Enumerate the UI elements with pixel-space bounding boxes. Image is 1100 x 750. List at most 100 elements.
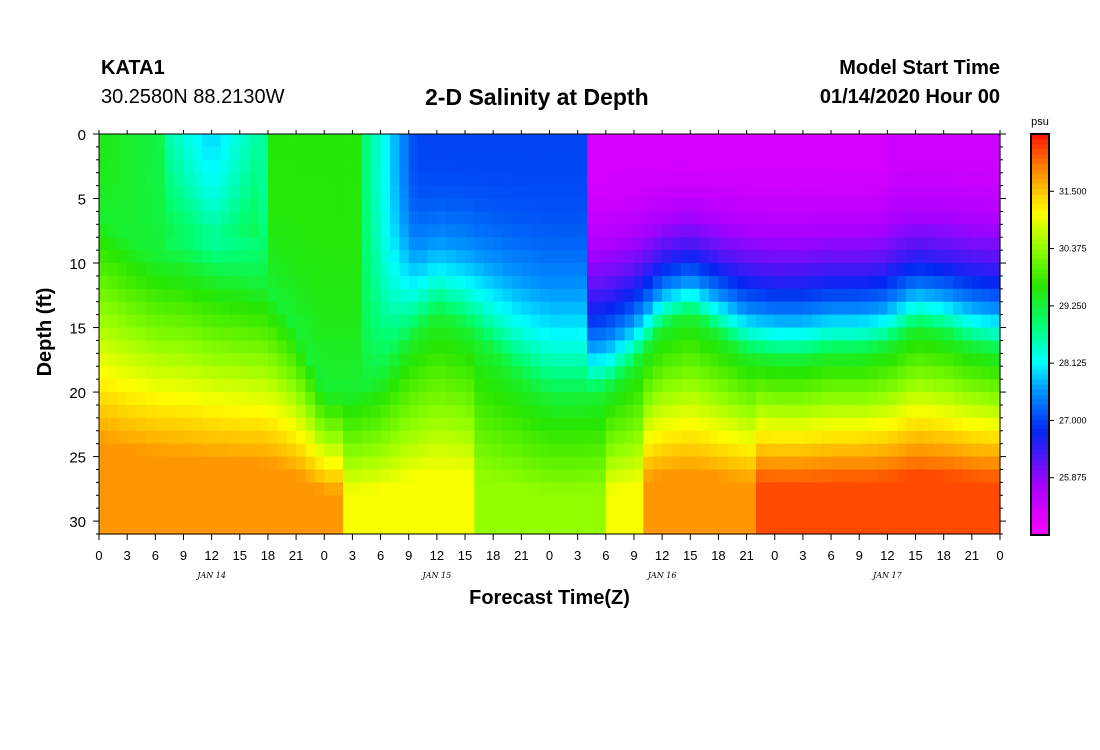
heatmap-cell bbox=[962, 495, 973, 509]
heatmap-cell bbox=[221, 314, 231, 329]
heatmap-cell bbox=[436, 237, 447, 251]
heatmap-cell bbox=[239, 482, 250, 496]
heatmap-cell bbox=[221, 366, 231, 380]
heatmap-cell bbox=[483, 521, 494, 535]
heatmap-cell bbox=[887, 508, 898, 522]
heatmap-cell bbox=[352, 456, 363, 471]
heatmap-cell bbox=[530, 443, 541, 458]
heatmap-cell bbox=[211, 482, 222, 496]
heatmap-cell bbox=[446, 366, 457, 380]
colorbar-swatch bbox=[1031, 164, 1049, 170]
heatmap-cell bbox=[99, 288, 109, 303]
heatmap-cell bbox=[755, 301, 766, 316]
heatmap-cell bbox=[211, 353, 222, 367]
heatmap-cell bbox=[718, 327, 729, 342]
heatmap-cell bbox=[577, 456, 588, 471]
heatmap-cell bbox=[352, 146, 363, 161]
heatmap-cell bbox=[577, 379, 588, 393]
heatmap-cell bbox=[906, 224, 917, 238]
heatmap-cell bbox=[746, 521, 757, 535]
heatmap-cell bbox=[136, 508, 147, 522]
heatmap-cell bbox=[652, 301, 663, 316]
heatmap-cell bbox=[352, 224, 363, 238]
heatmap-cell bbox=[305, 237, 316, 251]
heatmap-cell bbox=[981, 353, 992, 367]
heatmap-cell bbox=[145, 288, 156, 303]
heatmap-cell bbox=[877, 366, 888, 380]
heatmap-cell bbox=[183, 224, 194, 238]
heatmap-cell bbox=[859, 353, 870, 367]
heatmap-cell bbox=[202, 172, 213, 187]
heatmap-cell bbox=[943, 482, 954, 496]
heatmap-cell bbox=[380, 275, 391, 290]
heatmap-cell bbox=[915, 366, 926, 380]
heatmap-cell bbox=[558, 288, 569, 303]
heatmap-cell bbox=[530, 508, 541, 522]
heatmap-cell bbox=[408, 134, 419, 148]
heatmap-cell bbox=[361, 198, 372, 213]
heatmap-cell bbox=[943, 521, 954, 535]
heatmap-cell bbox=[511, 211, 522, 225]
colorbar-frame bbox=[1030, 133, 1050, 536]
heatmap-cell bbox=[699, 495, 710, 509]
heatmap-cell bbox=[183, 250, 194, 264]
heatmap-cell bbox=[887, 224, 898, 238]
heatmap-cell bbox=[924, 237, 935, 251]
heatmap-cell bbox=[840, 224, 851, 238]
heatmap-cell bbox=[183, 198, 194, 213]
heatmap-cell bbox=[737, 430, 748, 445]
heatmap-cell bbox=[221, 275, 231, 290]
heatmap-cell bbox=[333, 185, 344, 200]
heatmap-cell bbox=[558, 185, 569, 200]
heatmap-cell bbox=[286, 275, 297, 290]
heatmap-cell bbox=[361, 288, 372, 303]
heatmap-cell bbox=[558, 237, 569, 251]
heatmap-cell bbox=[605, 237, 616, 251]
heatmap-cell bbox=[868, 392, 879, 406]
heatmap-cell bbox=[699, 159, 710, 174]
heatmap-cell bbox=[793, 134, 804, 148]
heatmap-cell bbox=[502, 224, 513, 238]
colorbar-swatch bbox=[1031, 344, 1049, 351]
heatmap-cell bbox=[877, 443, 888, 458]
heatmap-cell bbox=[981, 482, 992, 496]
heatmap-cell bbox=[389, 404, 400, 419]
heatmap-cell bbox=[680, 185, 691, 200]
heatmap-cell bbox=[671, 327, 682, 342]
heatmap-cell bbox=[755, 392, 766, 406]
heatmap-cell bbox=[192, 275, 203, 290]
heatmap-cell bbox=[737, 443, 748, 458]
heatmap-cell bbox=[521, 134, 532, 148]
heatmap-cell bbox=[558, 430, 569, 445]
heatmap-cell bbox=[324, 185, 335, 200]
heatmap-cell bbox=[981, 521, 992, 535]
heatmap-cell bbox=[258, 469, 269, 483]
heatmap-cell bbox=[324, 495, 335, 509]
heatmap-cell bbox=[371, 430, 382, 445]
heatmap-cell bbox=[164, 508, 175, 522]
heatmap-cell bbox=[568, 379, 579, 393]
heatmap-cell bbox=[709, 275, 720, 290]
heatmap-cell bbox=[690, 134, 701, 148]
heatmap-cell bbox=[164, 495, 175, 509]
heatmap-cell bbox=[549, 224, 560, 238]
heatmap-cell bbox=[127, 275, 138, 290]
heatmap-cell bbox=[249, 172, 260, 187]
heatmap-cell bbox=[117, 456, 128, 471]
heatmap-cell bbox=[849, 404, 860, 419]
heatmap-cell bbox=[577, 482, 588, 496]
heatmap-cell bbox=[267, 301, 278, 316]
colorbar-swatch bbox=[1031, 349, 1049, 356]
heatmap-cell bbox=[324, 392, 335, 406]
heatmap-cell bbox=[239, 146, 250, 161]
heatmap-cell bbox=[324, 159, 335, 174]
heatmap-cell bbox=[418, 146, 429, 161]
heatmap-cell bbox=[192, 469, 203, 483]
heatmap-cell bbox=[483, 288, 494, 303]
heatmap-cell bbox=[314, 250, 325, 264]
heatmap-cell bbox=[286, 237, 297, 251]
heatmap-cell bbox=[831, 327, 842, 342]
heatmap-cell bbox=[943, 211, 954, 225]
heatmap-cell bbox=[136, 404, 147, 419]
heatmap-cell bbox=[164, 404, 175, 419]
